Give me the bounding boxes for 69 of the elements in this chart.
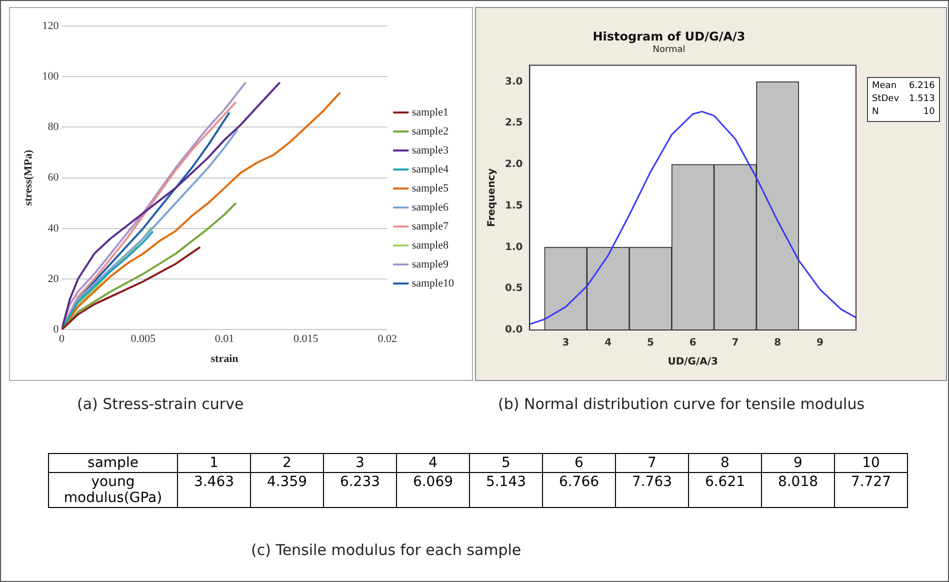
data-label: 7.727 bbox=[834, 472, 908, 508]
x-tick-label: 8 bbox=[774, 338, 782, 349]
x-tick-label: 1 bbox=[178, 454, 250, 472]
data-label: 6.621 bbox=[688, 472, 762, 508]
data-label: 7.763 bbox=[616, 472, 688, 508]
text: (c) Tensile modulus for each sample bbox=[251, 541, 522, 559]
y-tick-label: 0.5 bbox=[504, 283, 523, 294]
legend-label: sample6 bbox=[412, 201, 449, 214]
x-tick-label: 0.005 bbox=[130, 333, 156, 346]
data-label: 4.359 bbox=[250, 472, 324, 508]
x-tick-label: 8 bbox=[688, 454, 762, 472]
text: (b) Normal distribution curve for tensile modulus bbox=[498, 395, 865, 413]
data-label: 5.143 bbox=[470, 472, 542, 508]
x-axis-title: UD/G/A/3 bbox=[668, 356, 718, 368]
y-tick-label: 40 bbox=[48, 222, 60, 234]
y-tick-label: 60 bbox=[48, 172, 60, 184]
x-tick-label: 0.015 bbox=[294, 333, 319, 346]
y-tick-label: 1.5 bbox=[504, 200, 523, 212]
x-tick-label: 7 bbox=[732, 338, 739, 349]
x-axis-title: strain bbox=[210, 353, 238, 366]
y-tick-label: 1.0 bbox=[504, 242, 523, 253]
chart-title: Histogram of UD/G/A/3 bbox=[592, 29, 746, 44]
text: (a) Stress-strain curve bbox=[77, 395, 244, 413]
y-tick-label: 2.0 bbox=[504, 159, 523, 170]
legend-label: sample3 bbox=[412, 144, 449, 156]
x-tick-label: 6 bbox=[542, 454, 616, 472]
chart-subtitle: Normal bbox=[652, 45, 686, 56]
legend-label: sample7 bbox=[412, 220, 449, 232]
x-tick-label: 9 bbox=[816, 338, 824, 349]
data-label: 6.069 bbox=[396, 472, 470, 508]
legend-label: sample9 bbox=[412, 258, 449, 270]
x-tick-label: 0.02 bbox=[378, 333, 397, 346]
x-tick-label: 7 bbox=[616, 454, 688, 472]
y-tick-label: 2.5 bbox=[504, 118, 523, 129]
data-label: 8.018 bbox=[762, 472, 834, 508]
text: Mean 6.216 bbox=[872, 81, 935, 91]
x-tick-label: 3 bbox=[562, 338, 570, 349]
x-tick-label: 0.01 bbox=[214, 333, 234, 346]
y-tick-label: 100 bbox=[42, 70, 60, 82]
x-tick-label: 3 bbox=[324, 454, 396, 472]
data-label: 6.766 bbox=[542, 472, 616, 508]
y-tick-label: 20 bbox=[48, 272, 60, 285]
y-tick-label: 120 bbox=[42, 20, 60, 32]
x-tick-label: 5 bbox=[470, 454, 542, 472]
legend-label: sample4 bbox=[412, 163, 449, 176]
x-tick-label: 5 bbox=[647, 338, 654, 349]
x-tick-label: 2 bbox=[250, 454, 324, 472]
x-tick-label: 9 bbox=[762, 454, 834, 472]
legend-label: sample10 bbox=[412, 277, 454, 290]
x-tick-label: 4 bbox=[604, 338, 612, 349]
x-tick-label: 6 bbox=[689, 338, 696, 349]
y-tick-label: 0 bbox=[53, 323, 60, 336]
y-axis-title: Frequency bbox=[486, 168, 498, 227]
legend-label: sample5 bbox=[412, 182, 449, 194]
legend-label: sample2 bbox=[412, 125, 449, 138]
y-axis-title: stress(MPa) bbox=[22, 149, 34, 206]
x-tick-label: 10 bbox=[834, 454, 908, 472]
text: StDev 1.513 bbox=[872, 93, 935, 106]
y-tick-label: young modulus(GPa) bbox=[48, 472, 178, 508]
x-tick-label: 4 bbox=[396, 454, 470, 472]
x-axis-title: sample bbox=[48, 454, 178, 472]
legend-label: sample8 bbox=[412, 239, 449, 252]
text: N 10 bbox=[872, 107, 935, 117]
data-label: 3.463 bbox=[178, 472, 250, 508]
data-label: 6.233 bbox=[324, 472, 396, 508]
legend-label: sample1 bbox=[412, 106, 449, 118]
y-tick-label: 80 bbox=[48, 121, 60, 134]
y-tick-label: 3.0 bbox=[504, 76, 523, 88]
y-tick-label: 0.0 bbox=[504, 324, 523, 336]
